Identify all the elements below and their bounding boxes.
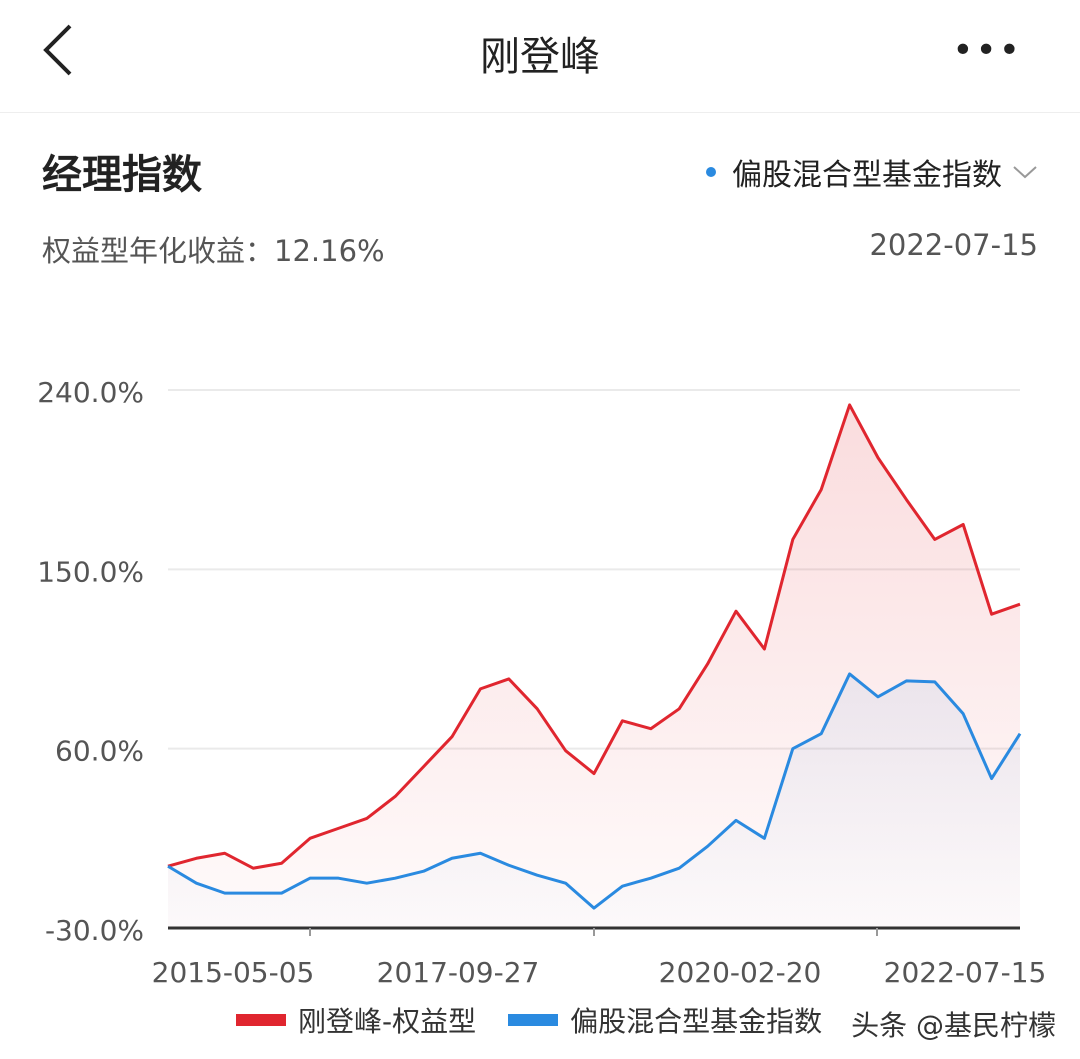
chevron-left-icon[interactable] xyxy=(38,22,88,78)
section-title: 经理指数 xyxy=(42,152,202,198)
more-dots-icon[interactable]: ••• xyxy=(952,30,1022,71)
y-tick-label: 240.0% xyxy=(37,376,144,409)
chart: 240.0% 150.0% 60.0% -30.0%2015-05-05 2017-09… xyxy=(37,376,1047,989)
legend-swatch-blue xyxy=(508,1014,559,1026)
return-value: 12.16% xyxy=(274,234,385,268)
annualized-return: 权益型年化收益：12.16% xyxy=(42,228,385,270)
x-tick-label: 2015-05-05 xyxy=(152,956,315,989)
chevron-down-icon xyxy=(1013,166,1037,179)
benchmark-selector[interactable]: 偏股混合型基金指数 xyxy=(706,150,1038,194)
return-label: 权益型年化收益： xyxy=(42,234,275,268)
legend-swatch-red xyxy=(236,1014,286,1026)
as-of-date: 2022-07-15 xyxy=(869,228,1038,262)
series-area-2 xyxy=(168,673,1020,928)
x-tick-label: 2017-09-27 xyxy=(377,956,540,989)
benchmark-dot-icon xyxy=(706,167,716,177)
benchmark-label: 偏股混合型基金指数 xyxy=(732,158,1002,193)
x-tick-label: 2022-07-15 xyxy=(884,956,1047,989)
x-tick-label: 2020-02-20 xyxy=(659,956,822,989)
watermark: 头条 @基民柠檬 xyxy=(851,1009,1056,1042)
top-bar: 刚登峰 ••• xyxy=(0,0,1080,113)
legend: 刚登峰-权益型 偏股混合型基金指数 xyxy=(236,1000,822,1040)
legend-series-2: 偏股混合型基金指数 xyxy=(570,1005,823,1038)
y-tick-label: -30.0% xyxy=(45,914,144,947)
legend-series-1: 刚登峰-权益型 xyxy=(298,1005,477,1038)
y-tick-label: 150.0% xyxy=(37,555,144,588)
y-tick-label: 60.0% xyxy=(55,735,144,768)
page-title: 刚登峰 xyxy=(480,34,600,80)
